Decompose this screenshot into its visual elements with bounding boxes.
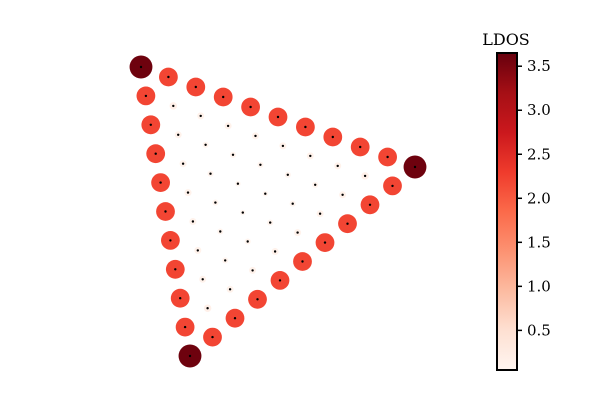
site-marker [413, 165, 417, 169]
site-marker [159, 181, 162, 184]
colorbar-tick-label: 1.5 [527, 233, 551, 251]
site-marker [304, 125, 307, 129]
site-marker [346, 222, 349, 225]
site-marker [296, 231, 299, 234]
site-marker [167, 75, 170, 79]
site-marker [222, 95, 225, 99]
site-marker [368, 203, 372, 206]
site-marker [181, 162, 185, 165]
site-marker [174, 268, 177, 271]
site-marker [259, 163, 262, 166]
site-marker [186, 191, 190, 194]
site-marker [139, 65, 143, 69]
site-marker [144, 94, 148, 98]
site-marker [363, 174, 367, 178]
site-marker [314, 183, 317, 186]
site-marker [169, 239, 172, 242]
site-marker [386, 155, 389, 159]
colorbar-label: LDOS [482, 30, 530, 49]
site-marker [269, 221, 272, 224]
site-marker [254, 134, 257, 138]
site-marker [231, 153, 235, 156]
site-marker [286, 173, 289, 176]
site-marker [331, 135, 334, 139]
site-marker [236, 182, 240, 185]
colorbar-tick-label: 2.5 [527, 145, 551, 163]
site-marker [241, 211, 244, 214]
site-marker [209, 172, 212, 175]
site-marker [249, 105, 252, 109]
site-marker [359, 145, 362, 149]
site-marker [246, 240, 249, 243]
site-marker [273, 250, 277, 253]
colorbar-tick-label: 1.0 [527, 277, 551, 295]
colorbar: LDOS 0.5 1.0 1.5 2.0 2.5 3.0 3.5 [482, 30, 551, 371]
colorbar-tick-label: 0.5 [527, 321, 551, 339]
colorbar-gradient-bar [496, 52, 518, 371]
site-marker [251, 269, 254, 272]
site-marker [391, 184, 394, 188]
site-marker [206, 307, 209, 310]
site-marker [154, 152, 157, 155]
colorbar-tick-label: 2.0 [527, 189, 551, 207]
site-marker [177, 133, 180, 136]
colorbar-tick-label: 3.5 [527, 57, 551, 75]
colorbar-ticks: 0.5 1.0 1.5 2.0 2.5 3.0 3.5 [517, 57, 551, 339]
site-marker [214, 201, 217, 204]
site-marker [164, 210, 167, 213]
colorbar-tick-label: 3.0 [527, 101, 551, 119]
site-marker [318, 212, 322, 215]
site-marker [191, 220, 195, 223]
site-marker [276, 115, 280, 119]
site-marker [226, 124, 230, 128]
site-marker [204, 143, 207, 146]
site-marker [309, 154, 312, 158]
site-marker [196, 249, 199, 252]
site-marker [149, 123, 152, 127]
site-marker [341, 193, 344, 196]
site-marker [211, 335, 214, 339]
site-marker [201, 278, 204, 281]
site-marker [336, 164, 339, 168]
site-marker [278, 279, 282, 282]
site-marker [172, 104, 175, 108]
site-marker [194, 85, 197, 89]
site-marker [323, 241, 327, 244]
site-marker [233, 317, 237, 320]
site-marker [179, 297, 182, 300]
site-marker [219, 230, 222, 233]
site-marker [264, 192, 267, 195]
site-marker [183, 325, 187, 329]
site-marker [224, 259, 227, 262]
lattice-points [129, 55, 427, 368]
site-marker [291, 202, 294, 205]
site-marker [199, 114, 202, 118]
site-marker [281, 144, 285, 148]
site-marker [188, 354, 192, 358]
site-marker [256, 298, 259, 301]
site-marker [228, 288, 232, 291]
site-marker [301, 260, 304, 263]
